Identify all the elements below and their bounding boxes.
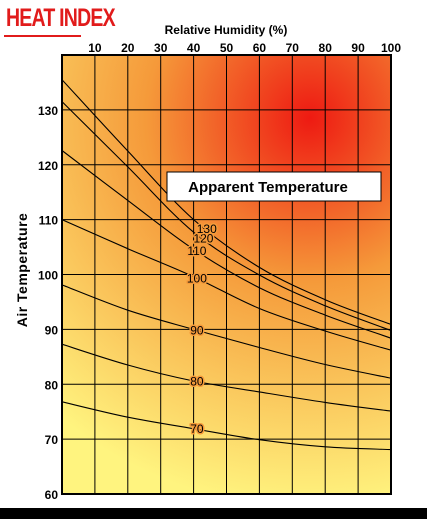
x-tick-label: 10 (88, 41, 102, 55)
curve-label: 80 (190, 375, 204, 389)
heat-index-curve (62, 101, 391, 332)
heat-index-curve (62, 150, 391, 339)
bottom-bar (0, 508, 427, 519)
curve-label: 70 (190, 422, 204, 436)
x-tick-label: 30 (154, 41, 168, 55)
annotation-label: Apparent Temperature (188, 179, 348, 196)
title-underline (4, 35, 81, 37)
heat-index-curve (62, 343, 391, 412)
x-tick-label: 90 (351, 41, 365, 55)
y-tick-label: 110 (39, 214, 59, 228)
x-tick-label: 70 (286, 41, 300, 55)
y-tick-label: 100 (38, 269, 58, 283)
y-axis-label: Air Temperature (14, 213, 30, 328)
curve-label: 120 (193, 232, 213, 246)
curve-label: 90 (190, 323, 204, 337)
x-tick-label: 20 (121, 41, 135, 55)
x-tick-label: 60 (253, 41, 267, 55)
heat-index-curve (62, 219, 391, 351)
y-tick-label: 130 (38, 104, 58, 118)
heat-index-curve (62, 401, 391, 451)
curve-label: 100 (187, 271, 207, 285)
plot-frame (61, 54, 392, 495)
x-axis-label: Relative Humidity (%) (165, 23, 288, 37)
curve-label: 110 (187, 244, 206, 258)
annotation-box (166, 171, 382, 202)
y-tick-label: 60 (45, 488, 59, 502)
y-tick-label: 120 (38, 159, 58, 173)
curves (62, 79, 391, 451)
x-tick-label: 40 (187, 41, 201, 55)
x-tick-label: 50 (220, 41, 234, 55)
grid (62, 55, 391, 494)
heat-index-curve (62, 79, 391, 325)
y-tick-label: 80 (45, 378, 59, 392)
y-tick-label: 90 (45, 323, 59, 337)
curve-label: 130 (197, 222, 217, 236)
x-tick-label: 80 (319, 41, 333, 55)
x-tick-labels: 10 20 30 40 50 60 70 80 90 100 (88, 41, 401, 55)
x-tick-label: 100 (381, 41, 401, 55)
y-tick-labels: 60 70 80 90 100 110 120 130 (38, 104, 58, 502)
page-title: HEAT INDEX (6, 4, 116, 32)
y-tick-label: 70 (45, 433, 59, 447)
heat-index-curve (62, 284, 391, 379)
